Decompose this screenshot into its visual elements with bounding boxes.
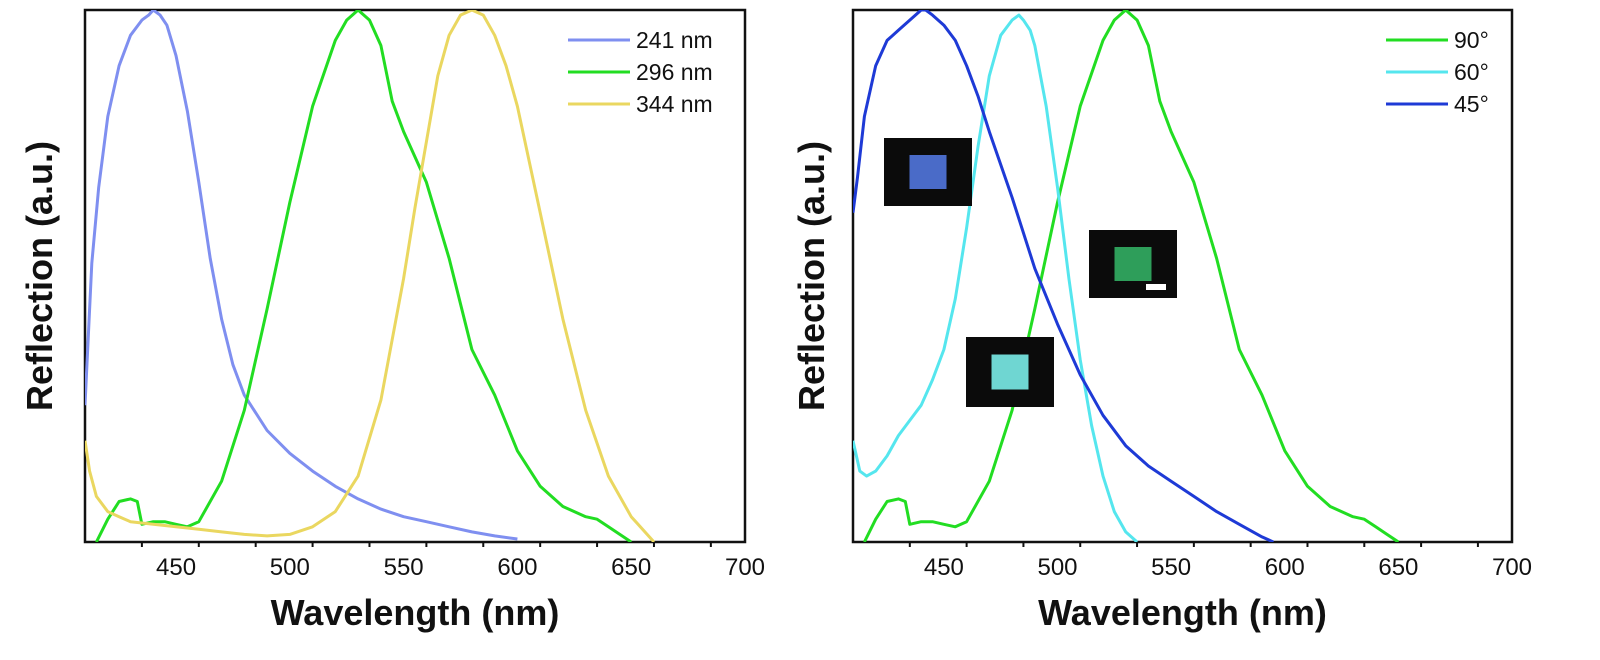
x-tick-label: 600 (497, 554, 537, 581)
x-tick-label: 650 (611, 554, 651, 581)
x-tick-label: 650 (1378, 554, 1418, 581)
x-tick-label: 450 (924, 554, 964, 581)
x-tick-label: 700 (1492, 554, 1532, 581)
y-axis-title: Reflection (a.u.) (791, 141, 832, 411)
scale-bar (1146, 284, 1166, 290)
legend-label: 90° (1454, 27, 1489, 53)
series-line-1 (85, 10, 518, 541)
x-tick-label: 600 (1265, 554, 1305, 581)
sample-swatch (1114, 247, 1152, 281)
series-line-1 (863, 10, 1400, 542)
x-axis-title: Wavelength (nm) (1038, 592, 1327, 633)
legend: 90° 60° 45° (1386, 27, 1489, 117)
legend-label: 344 nm (636, 91, 713, 117)
60-degree-sample-photo (966, 337, 1054, 407)
chart-panel-1: 450 500 550 600 650 700 Wavelength (nm) Reflect… (19, 8, 765, 633)
x-tick-label: 700 (725, 554, 765, 581)
x-tick-label: 550 (384, 554, 424, 581)
x-tick-label: 450 (156, 554, 196, 581)
x-axis-title: Wavelength (nm) (271, 592, 560, 633)
legend-label: 60° (1454, 59, 1489, 85)
chart-panel-2: 450 500 550 600 650 700 Wavelength (nm) Reflect… (791, 8, 1532, 633)
y-axis-title: Reflection (a.u.) (19, 141, 60, 411)
sample-swatch (909, 155, 947, 189)
90-degree-sample-photo (1089, 230, 1177, 298)
legend-label: 45° (1454, 91, 1489, 117)
series-line-3 (85, 10, 656, 542)
x-tick-label: 500 (270, 554, 310, 581)
x-tick-label: 550 (1151, 554, 1191, 581)
legend: 241 nm 296 nm 344 nm (568, 27, 713, 117)
x-tick-label: 500 (1037, 554, 1077, 581)
series-line-3 (853, 10, 1275, 542)
legend-label: 241 nm (636, 27, 713, 53)
plot-frame (83, 8, 747, 544)
45-degree-sample-photo (884, 138, 972, 206)
legend-label: 296 nm (636, 59, 713, 85)
plot-frame (851, 8, 1514, 544)
sample-swatch (991, 354, 1029, 390)
